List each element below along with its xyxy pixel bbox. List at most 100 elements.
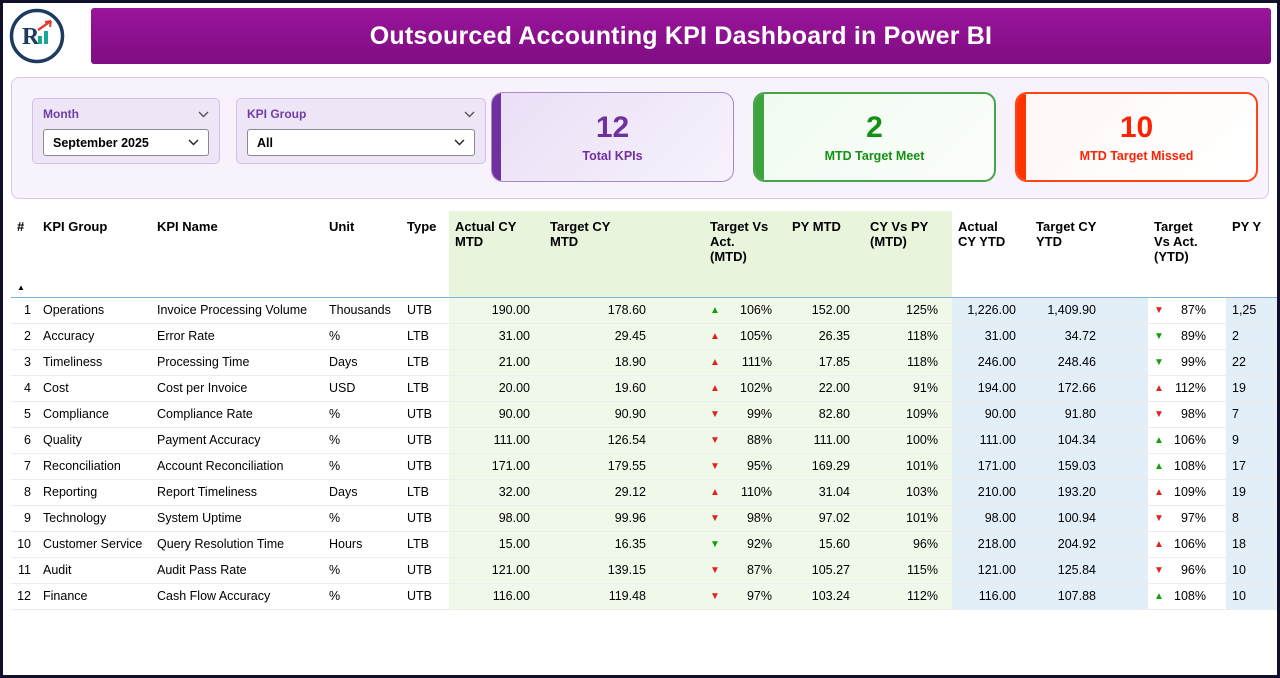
cell: 118% (864, 323, 952, 350)
table-row[interactable]: 2 Accuracy Error Rate% LTB 31.00 29.45 ▲ 105% 26… (11, 323, 1277, 350)
column-header-label: KPI Name (157, 219, 218, 234)
cell: Audit Pass Rate (151, 557, 323, 584)
chevron-down-icon[interactable] (198, 111, 209, 118)
table-row[interactable]: 10 Customer Service Query Resolution Time H… (11, 531, 1277, 558)
cell: 91% (864, 375, 952, 402)
trend-up-icon: ▲ (1154, 460, 1164, 472)
cell: 91.80 (1030, 401, 1148, 428)
table-row[interactable]: 11 Audit Audit Pass Rate% UTB 121.00 139.15 ▼ 8… (11, 557, 1277, 584)
trend-cell: ▼ 99% (704, 401, 786, 428)
cell: 9 (11, 505, 37, 532)
table-row[interactable]: 12 Finance Cash Flow Accuracy% UTB 116.00 119… (11, 583, 1277, 610)
trend-value: 97% (1180, 510, 1206, 525)
cell: System Uptime (151, 505, 323, 532)
kpi-table-container: # ▲ KPI Group KPI Name Unit Type Actual CY MTD… (3, 211, 1277, 610)
table-row[interactable]: 6 Quality Payment Accuracy% UTB 111.00 126.54… (11, 427, 1277, 454)
mtd-target-missed-value: 10 (1119, 111, 1154, 144)
total-kpis-card: 12 Total KPIs (491, 92, 734, 182)
cell: 109% (864, 401, 952, 428)
kpi-table-header: # ▲ KPI Group KPI Name Unit Type Actual CY MTD… (11, 211, 1277, 297)
column-header[interactable]: # ▲ (11, 211, 37, 297)
trend-value: 98% (746, 510, 772, 525)
column-header[interactable]: Target CY YTD (1030, 211, 1148, 297)
cell: 100% (864, 427, 952, 454)
trend-cell: ▲ 112% (1148, 375, 1226, 402)
cell: 103% (864, 479, 952, 506)
cell: 16.35 (544, 531, 704, 558)
cell: 12 (11, 583, 37, 610)
month-dropdown[interactable]: September 2025 (43, 129, 209, 156)
cell: Processing Time (151, 349, 323, 376)
column-header-label: Actual CY YTD (958, 219, 1006, 249)
chevron-down-icon[interactable] (464, 111, 475, 118)
cell: 190.00 (449, 296, 544, 324)
trend-cell: ▼ 88% (704, 427, 786, 454)
cell: 9 (1226, 427, 1277, 454)
cell: 90.00 (449, 401, 544, 428)
trend-down-icon: ▼ (710, 538, 720, 550)
cell: % (323, 453, 401, 480)
trend-down-icon: ▼ (1154, 304, 1164, 316)
cell: UTB (401, 427, 449, 454)
cell: UTB (401, 557, 449, 584)
cell: 118% (864, 349, 952, 376)
cell: % (323, 557, 401, 584)
column-header[interactable]: Target Vs Act. (YTD) (1148, 211, 1226, 297)
trend-up-icon: ▲ (1154, 590, 1164, 602)
cell: 194.00 (952, 375, 1030, 402)
cell: 18.90 (544, 349, 704, 376)
table-row[interactable]: 5 Compliance Compliance Rate% UTB 90.00 90.90… (11, 401, 1277, 428)
column-header[interactable]: Actual CY MTD (449, 211, 544, 297)
cell: UTB (401, 401, 449, 428)
sort-ascending-icon[interactable]: ▲ (17, 282, 25, 292)
trend-value: 105% (740, 328, 772, 343)
column-header[interactable]: Target CY MTD (544, 211, 704, 297)
cell: LTB (401, 479, 449, 506)
cell: 17 (1226, 453, 1277, 480)
table-row[interactable]: 8 Reporting Report Timeliness Days LTB 32.00 2… (11, 479, 1277, 506)
kpi-group-dropdown[interactable]: All (247, 129, 475, 156)
table-row[interactable]: 1 Operations Invoice Processing Volume Thou… (11, 296, 1277, 324)
header-row: # ▲ KPI Group KPI Name Unit Type Actual CY MTD… (11, 211, 1277, 297)
column-header-label: KPI Group (43, 219, 108, 234)
cell: Compliance Rate (151, 401, 323, 428)
month-dropdown-value: September 2025 (53, 135, 149, 150)
trend-up-icon: ▲ (710, 304, 720, 316)
cell: 210.00 (952, 479, 1030, 506)
trend-cell: ▲ 106% (704, 296, 786, 324)
column-header[interactable]: CY Vs PY (MTD) (864, 211, 952, 297)
table-row[interactable]: 3 Timeliness Processing Time Days LTB 21.00 18… (11, 349, 1277, 376)
cell: LTB (401, 323, 449, 350)
trend-down-icon: ▼ (710, 564, 720, 576)
cell: % (323, 583, 401, 610)
column-header-label: # (17, 219, 25, 234)
column-header[interactable]: KPI Name (151, 211, 323, 297)
column-header[interactable]: Target Vs Act. (MTD) (704, 211, 786, 297)
column-header[interactable]: KPI Group (37, 211, 151, 297)
cell: 6 (11, 427, 37, 454)
month-slicer-label: Month (43, 107, 79, 121)
trend-up-icon: ▲ (1154, 538, 1164, 550)
column-header[interactable]: Unit (323, 211, 401, 297)
cell: 204.92 (1030, 531, 1148, 558)
table-row[interactable]: 7 Reconciliation Account Reconciliation% UT… (11, 453, 1277, 480)
card-accent-bar (755, 94, 764, 180)
cell: 248.46 (1030, 349, 1148, 376)
mtd-target-meet-value: 2 (866, 111, 883, 144)
column-header[interactable]: Actual CY YTD (952, 211, 1030, 297)
table-row[interactable]: 4 Cost Cost per Invoice USD LTB 20.00 19.60 ▲ 10… (11, 375, 1277, 402)
cell: 104.34 (1030, 427, 1148, 454)
column-header[interactable]: PY MTD (786, 211, 864, 297)
column-header[interactable]: PY Y (1226, 211, 1277, 297)
cell: 116.00 (449, 583, 544, 610)
column-header[interactable]: Type (401, 211, 449, 297)
cell: 125.84 (1030, 557, 1148, 584)
trend-value: 106% (1174, 432, 1206, 447)
cell: 98.00 (449, 505, 544, 532)
cell: % (323, 505, 401, 532)
table-row[interactable]: 9 Technology System Uptime% UTB 98.00 99.96 ▼ 9… (11, 505, 1277, 532)
cell: Reconciliation (37, 453, 151, 480)
cell: Cost per Invoice (151, 375, 323, 402)
cell: 31.00 (449, 323, 544, 350)
trend-value: 108% (1174, 588, 1206, 603)
